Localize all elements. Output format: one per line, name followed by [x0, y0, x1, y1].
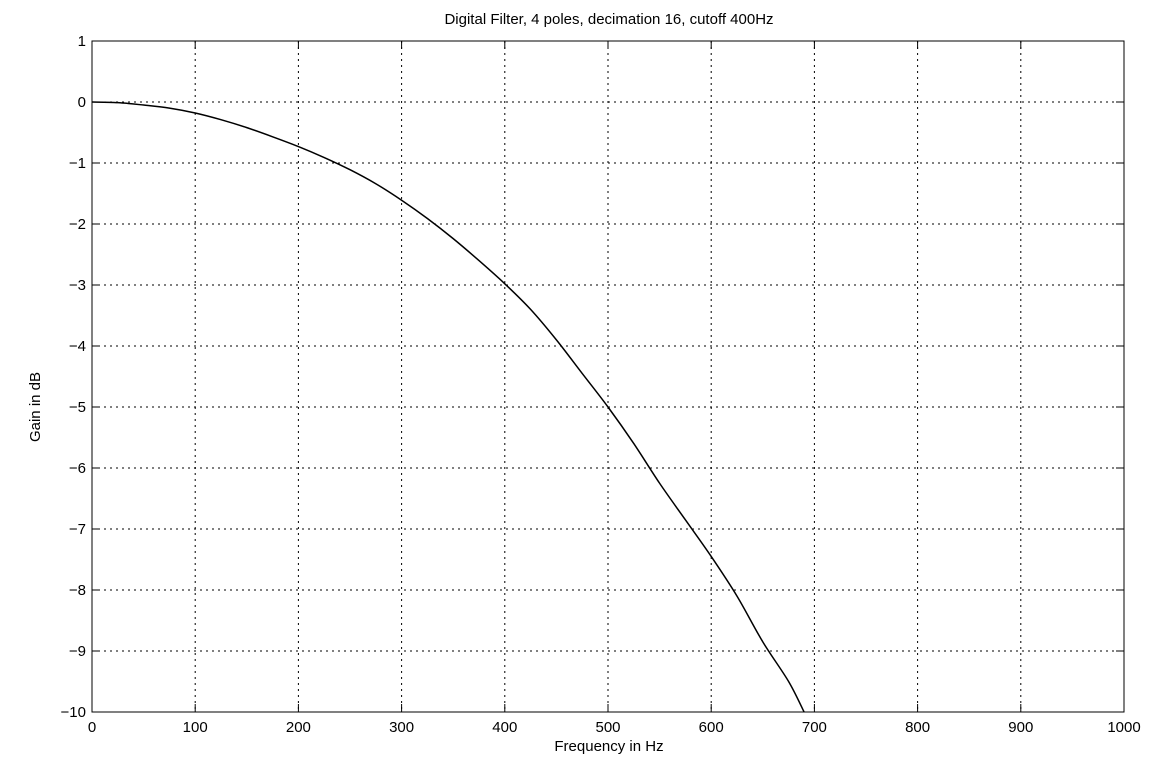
- x-axis-title: Frequency in Hz: [554, 738, 663, 755]
- x-tick-label: 100: [183, 719, 208, 736]
- x-tick-label: 400: [492, 719, 517, 736]
- y-tick-label: 0: [78, 94, 86, 111]
- y-tick-label: −10: [61, 704, 86, 721]
- x-tick-label: 900: [1008, 719, 1033, 736]
- y-tick-label: −9: [69, 643, 86, 660]
- chart-title: Digital Filter, 4 poles, decimation 16, …: [444, 11, 773, 28]
- y-tick-label: −3: [69, 277, 86, 294]
- x-tick-label: 300: [389, 719, 414, 736]
- x-tick-label: 800: [905, 719, 930, 736]
- grid-lines: [92, 41, 1124, 712]
- x-tick-label: 0: [88, 719, 96, 736]
- y-tick-label: −4: [69, 338, 86, 355]
- gain-curve: [91, 101, 805, 713]
- y-tick-label: −8: [69, 582, 86, 599]
- y-axis-title: Gain in dB: [27, 372, 44, 442]
- x-tick-label: 1000: [1107, 719, 1140, 736]
- x-tick-label: 200: [286, 719, 311, 736]
- y-tick-label: −6: [69, 460, 86, 477]
- plot-frame: [91, 40, 1125, 713]
- y-tick-label: −7: [69, 521, 86, 538]
- y-tick-label: −2: [69, 216, 86, 233]
- y-tick-label: −1: [69, 155, 86, 172]
- y-tick-label: −5: [69, 399, 86, 416]
- y-tick-labels: 1 0 −1 −2 −3 −4 −5 −6 −7 −8 −9 −10: [61, 33, 86, 721]
- x-tick-labels: 0 100 200 300 400 500 600 700 800 900 1000: [88, 719, 1141, 736]
- x-tick-label: 500: [595, 719, 620, 736]
- y-tick-label: 1: [78, 33, 86, 50]
- x-tick-label: 700: [802, 719, 827, 736]
- x-tick-label: 600: [699, 719, 724, 736]
